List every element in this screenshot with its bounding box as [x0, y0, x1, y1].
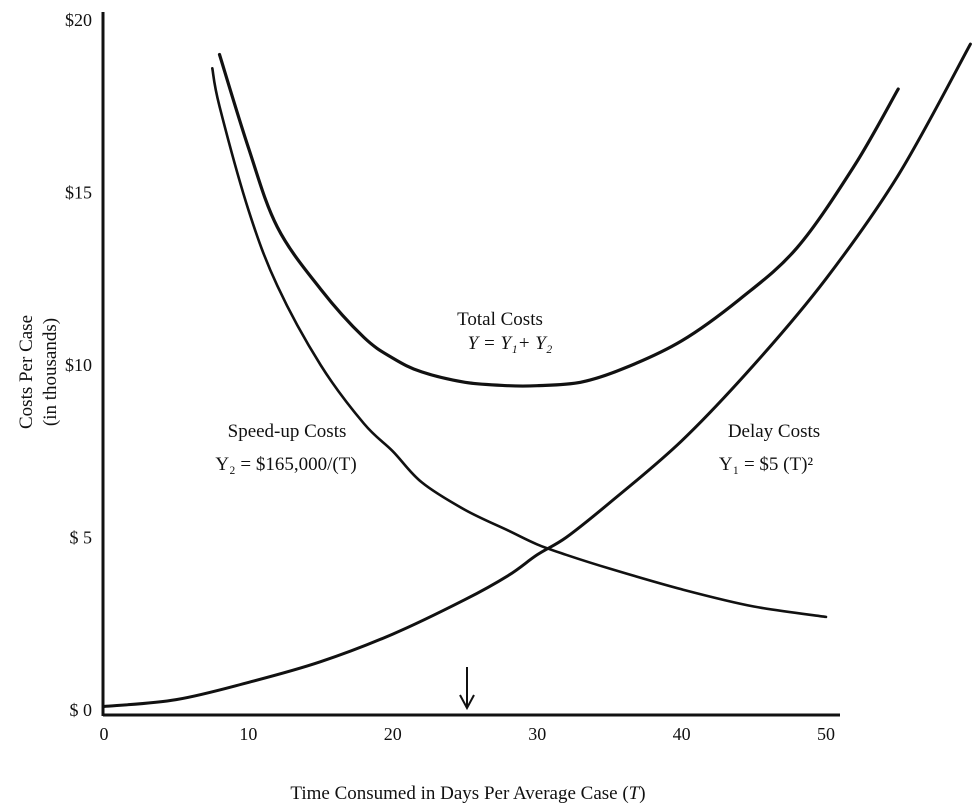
axis-ticks: 0 10 20 30 40 50 $ 0 $ 5 $10 $15 $20 — [65, 10, 835, 744]
delay-costs-label: Delay Costs — [728, 421, 820, 442]
y-tick-label: $20 — [65, 10, 92, 30]
cost-curves — [102, 42, 972, 708]
y-tick-label: $ 0 — [70, 700, 93, 720]
y-tick-label: $15 — [65, 183, 92, 203]
y-tick-label: $10 — [65, 355, 92, 375]
x-tick-label: 50 — [817, 724, 835, 744]
total-costs-formula: Y = Y₁+ Y₂ — [468, 333, 553, 354]
speedup-costs-formula: Y₂ = $165,000/(T) — [215, 454, 356, 475]
total-costs-curve — [217, 52, 900, 388]
optimum-arrow — [459, 667, 475, 711]
y-axis-title: Costs Per Case (in thousands) — [16, 315, 61, 429]
y-axis-title-line1: Costs Per Case — [16, 315, 37, 429]
total-costs-label: Total Costs — [457, 309, 543, 330]
y-tick-label: $ 5 — [70, 528, 93, 548]
speedup-costs-curve — [211, 67, 828, 619]
delay-costs-curve — [102, 42, 972, 708]
x-tick-label: 30 — [528, 724, 546, 744]
x-axis-title-close: ) — [639, 783, 645, 804]
y-axis-title-line2: (in thousands) — [40, 318, 61, 426]
x-axis-title-main: Time Consumed in Days Per Average Case ( — [290, 783, 628, 804]
x-tick-label: 10 — [239, 724, 257, 744]
speedup-costs-label: Speed-up Costs — [228, 421, 347, 442]
x-tick-label: 20 — [384, 724, 402, 744]
x-axis-title-var: T — [629, 783, 641, 804]
x-axis-title: Time Consumed in Days Per Average Case (… — [290, 783, 645, 804]
x-tick-label: 40 — [673, 724, 691, 744]
delay-costs-formula: Y₁ = $5 (T)² — [719, 454, 814, 475]
x-tick-label: 0 — [100, 724, 109, 744]
arrow-head — [459, 694, 475, 711]
